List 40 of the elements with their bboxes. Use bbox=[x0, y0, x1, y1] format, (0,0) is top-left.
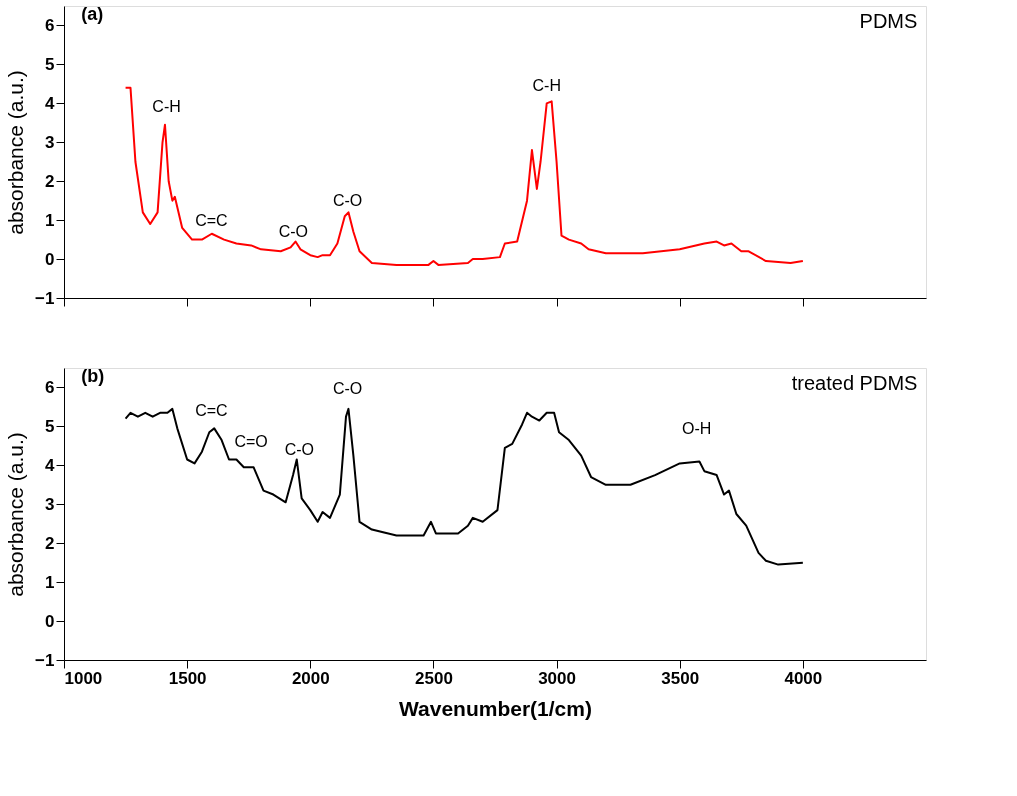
annotation: PDMS bbox=[859, 9, 918, 32]
y-tick-label: −1 bbox=[35, 288, 55, 308]
x-tick-label: 1500 bbox=[168, 668, 207, 688]
annotation: C=C bbox=[195, 212, 228, 230]
annotation: C=C bbox=[195, 402, 228, 420]
annotation: (a) bbox=[81, 4, 104, 24]
y-tick-label: 1 bbox=[45, 572, 55, 592]
y-axis-title: absorbance (a.u.) bbox=[4, 432, 28, 597]
y-tick-label: 2 bbox=[45, 533, 55, 553]
y-tick-label: 6 bbox=[45, 15, 55, 35]
y-tick-label: 2 bbox=[45, 171, 55, 191]
annotation: C-H bbox=[152, 98, 181, 116]
annotation: C-O bbox=[332, 380, 363, 398]
x-tick-label: 2500 bbox=[415, 668, 453, 688]
x-tick-label: 3000 bbox=[538, 668, 576, 688]
y-tick-label: 4 bbox=[45, 455, 56, 475]
y-tick-label: 3 bbox=[45, 132, 55, 152]
y-tick-label: 3 bbox=[45, 494, 55, 514]
annotation: (b) bbox=[81, 366, 105, 386]
y-axis-title: absorbance (a.u.) bbox=[4, 70, 28, 235]
y-tick-label: 5 bbox=[45, 54, 55, 74]
x-tick-label: 1000 bbox=[64, 668, 103, 688]
annotation: C-O bbox=[284, 441, 314, 459]
annotation: C-O bbox=[278, 222, 308, 240]
x-tick-label: 2000 bbox=[291, 668, 330, 688]
annotation: treated PDMS bbox=[791, 371, 918, 394]
y-tick-label: 0 bbox=[45, 249, 55, 269]
annotation: C=O bbox=[234, 432, 268, 450]
y-tick-label: 6 bbox=[45, 377, 55, 397]
x-tick-label: 4000 bbox=[784, 668, 823, 688]
y-tick-label: 4 bbox=[45, 93, 56, 113]
annotation: O-H bbox=[682, 419, 712, 437]
annotation: C-O bbox=[332, 191, 363, 209]
y-tick-label: 5 bbox=[45, 416, 55, 436]
y-tick-label: −1 bbox=[35, 650, 55, 670]
y-tick-label: 0 bbox=[45, 611, 55, 631]
x-axis-title: Wavenumber(1/cm) bbox=[399, 696, 592, 720]
annotation: C-H bbox=[532, 76, 561, 94]
x-tick-label: 3500 bbox=[661, 668, 700, 688]
y-tick-label: 1 bbox=[45, 210, 55, 230]
